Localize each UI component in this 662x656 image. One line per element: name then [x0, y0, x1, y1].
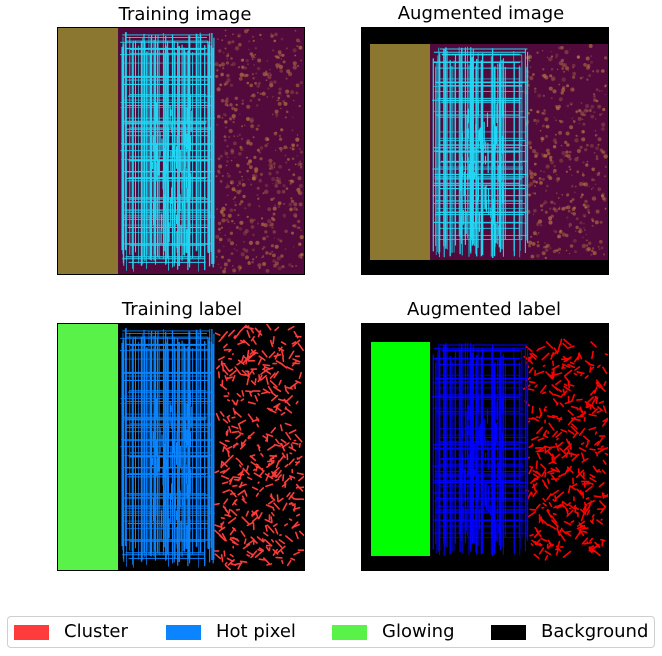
panel-canvas	[58, 28, 304, 274]
legend-swatch-hot-pixel	[166, 625, 201, 640]
legend-label-cluster: Cluster	[64, 622, 128, 642]
training-image-panel	[57, 27, 305, 275]
training-label-title: Training label	[52, 300, 312, 320]
augmented-image-title: Augmented image	[351, 4, 611, 24]
legend: Cluster Hot pixel Glowing Background	[7, 616, 655, 648]
panel-canvas	[362, 324, 608, 570]
augmented-label-panel	[361, 323, 609, 571]
augmented-label-title: Augmented label	[354, 300, 614, 320]
legend-label-hot-pixel: Hot pixel	[216, 622, 296, 642]
glowing-region	[58, 28, 118, 274]
panel-canvas	[58, 324, 304, 570]
training-image-title: Training image	[55, 5, 315, 25]
augmented-image-panel	[361, 27, 609, 275]
legend-swatch-background	[491, 625, 526, 640]
legend-label-glowing: Glowing	[382, 622, 455, 642]
legend-label-background: Background	[541, 622, 648, 642]
legend-swatch-glowing	[332, 625, 367, 640]
legend-swatch-cluster	[14, 625, 49, 640]
legend-item-cluster: Cluster	[14, 617, 128, 647]
glowing-region	[370, 44, 430, 260]
glowing-region	[58, 324, 118, 570]
legend-item-glowing: Glowing	[332, 617, 455, 647]
training-label-panel	[57, 323, 305, 571]
glowing-region	[371, 342, 430, 556]
legend-item-hot-pixel: Hot pixel	[166, 617, 296, 647]
panel-canvas	[362, 28, 608, 274]
legend-item-background: Background	[491, 617, 648, 647]
